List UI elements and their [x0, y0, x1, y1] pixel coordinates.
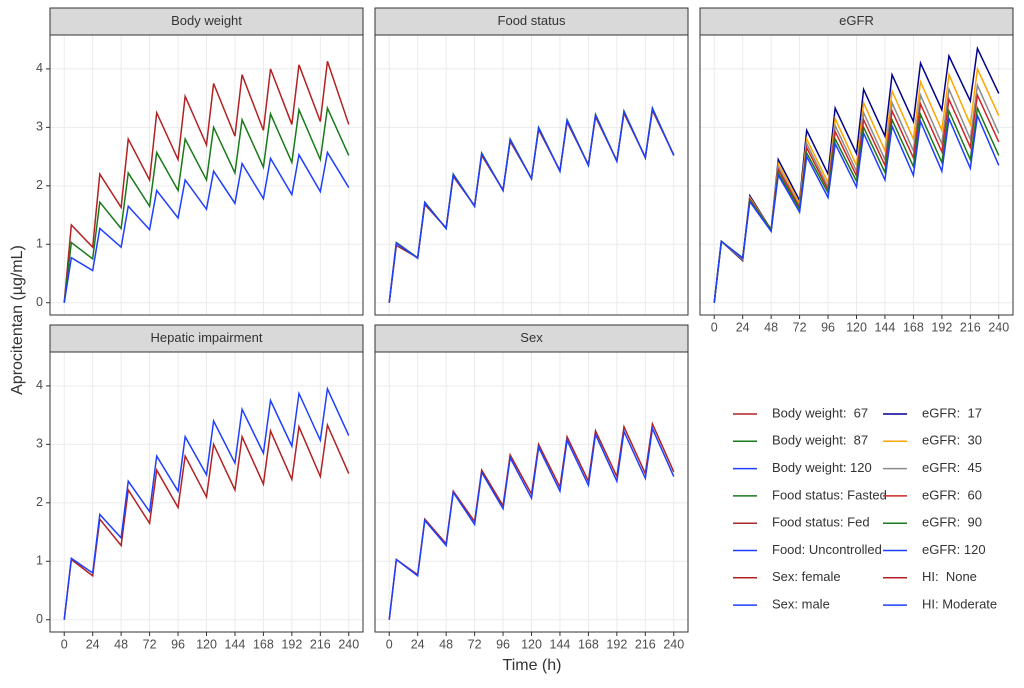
legend-label: Food: Uncontrolled — [772, 542, 882, 557]
y-tick-label: 3 — [36, 120, 43, 134]
x-tick-label: 24 — [411, 637, 425, 651]
x-tick-label: 72 — [468, 637, 482, 651]
x-tick-label: 96 — [821, 320, 835, 334]
series-line — [713, 112, 1000, 303]
legend-label: Food status: Fed — [772, 515, 870, 530]
series-line — [713, 105, 1000, 303]
legend-label: HI: Moderate — [922, 597, 997, 612]
strip — [49, 324, 364, 353]
y-tick-label: 3 — [36, 437, 43, 451]
series-line — [63, 105, 350, 303]
x-tick-label: 120 — [196, 637, 217, 651]
x-tick-label: 24 — [86, 637, 100, 651]
x-tick-label: 192 — [281, 637, 302, 651]
series-line — [388, 425, 675, 620]
x-tick-label: 192 — [931, 320, 952, 334]
legend-label: Sex: female — [772, 569, 841, 584]
panel-border — [49, 34, 364, 316]
legend-label: Body weight: 67 — [772, 405, 868, 420]
legend-label: Body weight: 87 — [772, 433, 868, 448]
legend-label: eGFR: 90 — [922, 515, 982, 530]
y-tick-label: 0 — [36, 295, 43, 309]
x-tick-label: 168 — [253, 637, 274, 651]
x-axis-title: Time (h) — [503, 657, 562, 674]
x-tick-label: 216 — [310, 637, 331, 651]
x-tick-label: 216 — [960, 320, 981, 334]
x-tick-label: 48 — [114, 637, 128, 651]
x-tick-label: 0 — [711, 320, 718, 334]
legend-label: eGFR: 120 — [922, 542, 986, 557]
panel-border — [374, 351, 689, 633]
x-tick-label: 168 — [578, 637, 599, 651]
x-tick-label: 144 — [875, 320, 896, 334]
legend-label: eGFR: 30 — [922, 433, 982, 448]
y-tick-label: 1 — [36, 237, 43, 251]
x-tick-label: 144 — [550, 637, 571, 651]
legend-label: HI: None — [922, 569, 977, 584]
x-tick-label: 240 — [663, 637, 684, 651]
x-tick-label: 168 — [903, 320, 924, 334]
legend-label: eGFR: 17 — [922, 405, 982, 420]
y-tick-label: 1 — [36, 554, 43, 568]
strip — [374, 324, 689, 353]
x-tick-label: 48 — [439, 637, 453, 651]
series-line — [388, 106, 675, 303]
x-tick-label: 72 — [793, 320, 807, 334]
x-tick-label: 216 — [635, 637, 656, 651]
strip — [699, 7, 1014, 36]
x-tick-label: 96 — [496, 637, 510, 651]
panel-title: Hepatic impairment — [151, 330, 263, 345]
y-axis-title: Aprocitentan (µg/mL) — [9, 245, 26, 395]
x-tick-label: 120 — [521, 637, 542, 651]
x-tick-label: 48 — [764, 320, 778, 334]
legend-label: eGFR: 60 — [922, 487, 982, 502]
panel-title: Sex — [520, 330, 543, 345]
strip — [374, 7, 689, 36]
series-line — [63, 386, 350, 620]
x-tick-label: 0 — [386, 637, 393, 651]
x-tick-label: 192 — [606, 637, 627, 651]
series-line — [63, 422, 350, 620]
x-tick-label: 240 — [338, 637, 359, 651]
x-tick-label: 240 — [988, 320, 1009, 334]
x-tick-label: 120 — [846, 320, 867, 334]
y-tick-label: 2 — [36, 178, 43, 192]
x-tick-label: 0 — [61, 637, 68, 651]
x-tick-label: 72 — [143, 637, 157, 651]
panel-title: Food status — [498, 13, 566, 28]
legend-label: Food status: Fasted — [772, 487, 887, 502]
legend-label: Sex: male — [772, 597, 830, 612]
panel-title: eGFR — [839, 13, 874, 28]
series-line — [63, 150, 350, 303]
legend-label: Body weight: 120 — [772, 460, 872, 475]
y-tick-label: 4 — [36, 378, 43, 392]
legend-label: eGFR: 45 — [922, 460, 982, 475]
x-tick-label: 96 — [171, 637, 185, 651]
y-tick-label: 0 — [36, 612, 43, 626]
series-line — [63, 61, 350, 303]
x-tick-label: 24 — [736, 320, 750, 334]
y-tick-label: 2 — [36, 495, 43, 509]
panel-title: Body weight — [171, 13, 242, 28]
panel-border — [374, 34, 689, 316]
panel-border — [699, 34, 1014, 316]
panel-border — [49, 351, 364, 633]
y-tick-label: 4 — [36, 61, 43, 75]
strip — [49, 7, 364, 36]
x-tick-label: 144 — [225, 637, 246, 651]
